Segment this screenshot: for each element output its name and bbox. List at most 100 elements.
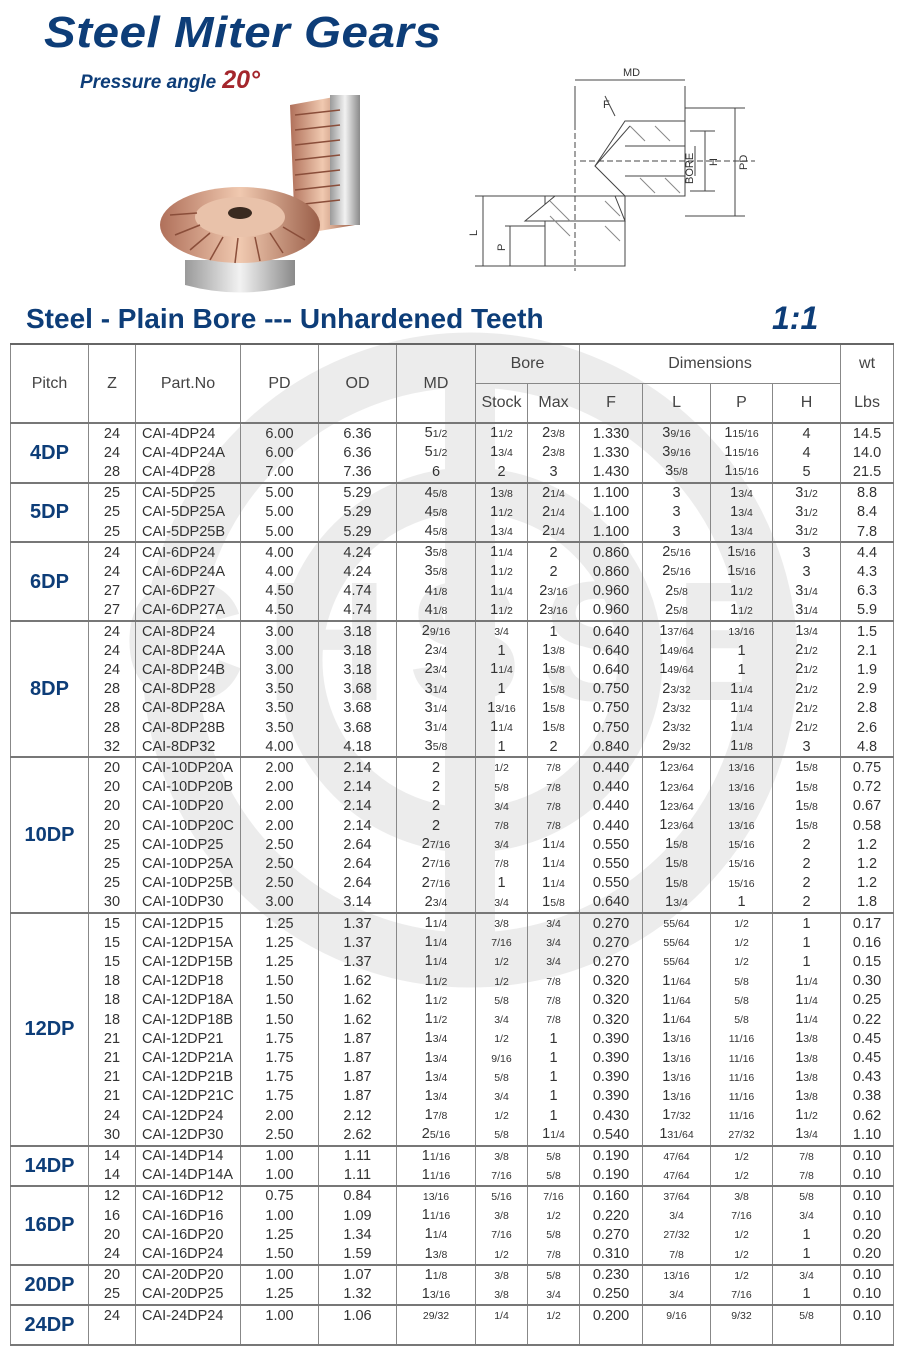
- cell-z: 27: [88, 581, 136, 601]
- cell-f: 0.960: [579, 581, 644, 601]
- cell-f: 0.750: [579, 698, 644, 719]
- cell-pd: 2.50: [240, 1125, 319, 1146]
- header-wt: wt: [840, 343, 895, 384]
- cell-md: 13/4: [396, 1048, 476, 1068]
- cell-f: 0.440: [579, 756, 644, 778]
- cell-md: 11/8: [396, 1263, 476, 1285]
- cell-p: 11/16: [710, 1106, 774, 1126]
- cell-max: 11/4: [526, 873, 581, 893]
- cell-f: 0.270: [579, 952, 644, 972]
- header-h: H: [772, 383, 842, 424]
- table-row: 25 CAI-5DP25A 5.00 5.29 45/8 11/2 21/4 1.100 3 13…: [11, 502, 895, 523]
- cell-f: 0.750: [579, 679, 644, 699]
- cell-p: 1: [710, 660, 774, 680]
- cell-od: 3.18: [318, 660, 397, 680]
- cell-h: 15/8: [772, 756, 842, 778]
- cell-z: 28: [88, 718, 136, 738]
- cell-h: 3: [772, 737, 842, 758]
- cell-part: CAI-10DP20C: [135, 816, 241, 836]
- cell-md: 11/16: [396, 1165, 476, 1186]
- cell-lbs: 0.20: [840, 1225, 895, 1245]
- table-row: 24 CAI-16DP24 1.50 1.59 13/8 1/2 7/8 0.310 7/8 1/…: [11, 1244, 895, 1265]
- cell-f: 0.270: [579, 1225, 644, 1245]
- cell-md: 29/16: [396, 620, 476, 642]
- cell-pd: 5.00: [240, 481, 319, 503]
- cell-z: 24: [88, 1304, 136, 1326]
- cell-max: 2: [526, 541, 581, 563]
- label-md: MD: [623, 67, 640, 79]
- cell-max: 15/8: [526, 718, 581, 738]
- cell-pd: 6.00: [240, 421, 319, 444]
- cell-p: 11/16: [710, 1067, 774, 1087]
- cell-f: 0.200: [579, 1304, 644, 1326]
- cell-empty: [579, 1325, 644, 1346]
- pitch-group-label: 20DP: [10, 1263, 89, 1306]
- cell-stock: 3/4: [475, 620, 528, 642]
- cell-md: 11/4: [396, 912, 476, 934]
- cell-z: 25: [88, 873, 136, 893]
- table-row: 24 CAI-8DP24B 3.00 3.18 23/4 11/4 15/8 0.640 149…: [11, 660, 895, 680]
- cell-pd: 3.50: [240, 698, 319, 719]
- cell-stock: 7/16: [475, 1225, 528, 1245]
- cell-md: 27/16: [396, 873, 476, 893]
- cell-part: CAI-20DP20: [135, 1263, 241, 1285]
- header-dimensions: Dimensions: [579, 343, 842, 384]
- cell-part: CAI-16DP24: [135, 1244, 241, 1265]
- cell-l: 29/32: [642, 737, 712, 758]
- header-p: P: [710, 383, 774, 424]
- cell-f: 0.220: [579, 1206, 644, 1226]
- cell-pd: 7.00: [240, 462, 319, 483]
- cell-part: CAI-12DP18B: [135, 1010, 241, 1030]
- cell-pd: 3.00: [240, 892, 319, 914]
- table-row: 27 CAI-6DP27A 4.50 4.74 41/8 11/2 23/16 0.960 25…: [11, 600, 895, 622]
- table-body: 4DP 24 CAI-4DP24 6.00 6.36 51/2 11/2 23/8 1.330 3…: [10, 421, 895, 1346]
- table-row: 14DP 14 CAI-14DP14 1.00 1.11 11/16 3/8 5/8 0.190…: [10, 1144, 895, 1186]
- cell-stock: 3/4: [475, 1086, 528, 1107]
- cell-f: 0.440: [579, 816, 644, 836]
- cell-md: 13/4: [396, 1067, 476, 1087]
- cell-l: 137/64: [642, 620, 712, 642]
- header-part-no: Part.No: [135, 343, 241, 424]
- cell-stock: 11/4: [475, 718, 528, 738]
- cell-p: 13/4: [710, 481, 774, 503]
- cell-empty: [642, 1325, 712, 1346]
- cell-od: 1.87: [318, 1067, 397, 1087]
- cell-l: 149/64: [642, 660, 712, 680]
- cell-h: 21/2: [772, 660, 842, 680]
- cell-z: 20: [88, 816, 136, 836]
- cell-lbs: 0.15: [840, 952, 895, 972]
- miter-gears-photo: [160, 95, 360, 293]
- cell-l: 47/64: [642, 1144, 712, 1166]
- cell-pd: 4.00: [240, 737, 319, 758]
- cell-md: 2: [396, 756, 476, 778]
- cell-max: 15/8: [526, 892, 581, 914]
- cell-max: 15/8: [526, 660, 581, 680]
- cell-md: 2: [396, 796, 476, 817]
- table-row: 32 CAI-8DP32 4.00 4.18 35/8 1 2 0.840 29/32 11/8 3…: [11, 737, 895, 758]
- cell-part: CAI-12DP24: [135, 1106, 241, 1126]
- cell-empty: [840, 1325, 895, 1346]
- cell-z: 24: [88, 641, 136, 661]
- cell-z: 21: [88, 1086, 136, 1107]
- cell-max: 23/8: [526, 443, 581, 463]
- cell-empty: [240, 1325, 319, 1346]
- cell-p: 5/8: [710, 1010, 774, 1030]
- cell-stock: 3/4: [475, 1010, 528, 1030]
- cell-p: 1: [710, 892, 774, 914]
- cell-od: 2.64: [318, 854, 397, 874]
- cell-part: CAI-10DP25A: [135, 854, 241, 874]
- cell-od: 1.87: [318, 1029, 397, 1049]
- cell-f: 0.390: [579, 1086, 644, 1107]
- cell-p: 1: [710, 641, 774, 661]
- cell-h: 13/4: [772, 1125, 842, 1146]
- cell-stock: 5/8: [475, 1125, 528, 1146]
- cell-max: 5/8: [526, 1144, 581, 1166]
- cell-od: 2.14: [318, 816, 397, 836]
- cell-lbs: 0.72: [840, 777, 895, 797]
- pressure-angle-value: 20°: [222, 66, 261, 94]
- cell-max: 23/16: [526, 581, 581, 601]
- cell-pd: 3.00: [240, 620, 319, 642]
- cell-max: 5/8: [526, 1225, 581, 1245]
- cell-pd: 2.00: [240, 756, 319, 778]
- cell-z: 14: [88, 1144, 136, 1166]
